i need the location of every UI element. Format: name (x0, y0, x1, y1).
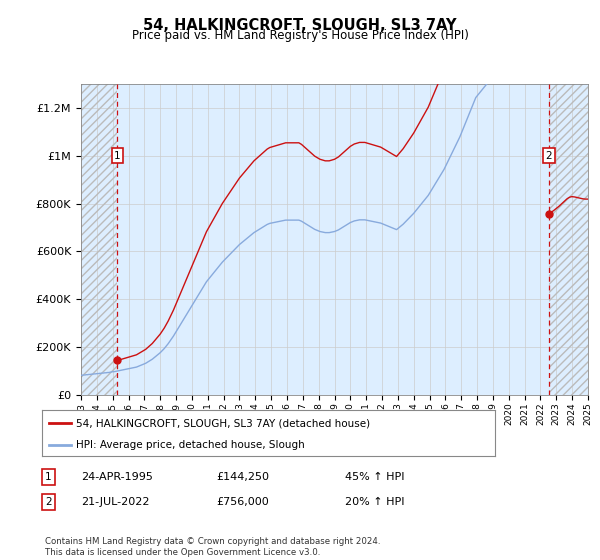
Text: 1: 1 (114, 151, 121, 161)
Text: 24-APR-1995: 24-APR-1995 (81, 472, 153, 482)
Text: 1: 1 (45, 472, 52, 482)
Text: £144,250: £144,250 (216, 472, 269, 482)
Text: 21-JUL-2022: 21-JUL-2022 (81, 497, 149, 507)
Text: 54, HALKINGCROFT, SLOUGH, SL3 7AY: 54, HALKINGCROFT, SLOUGH, SL3 7AY (143, 18, 457, 33)
Text: 2: 2 (45, 497, 52, 507)
Text: 54, HALKINGCROFT, SLOUGH, SL3 7AY (detached house): 54, HALKINGCROFT, SLOUGH, SL3 7AY (detac… (76, 418, 370, 428)
Text: HPI: Average price, detached house, Slough: HPI: Average price, detached house, Slou… (76, 440, 305, 450)
Text: 45% ↑ HPI: 45% ↑ HPI (345, 472, 404, 482)
Text: 2: 2 (546, 151, 553, 161)
Text: 20% ↑ HPI: 20% ↑ HPI (345, 497, 404, 507)
Text: £756,000: £756,000 (216, 497, 269, 507)
Text: Contains HM Land Registry data © Crown copyright and database right 2024.
This d: Contains HM Land Registry data © Crown c… (45, 537, 380, 557)
Text: Price paid vs. HM Land Registry's House Price Index (HPI): Price paid vs. HM Land Registry's House … (131, 29, 469, 42)
